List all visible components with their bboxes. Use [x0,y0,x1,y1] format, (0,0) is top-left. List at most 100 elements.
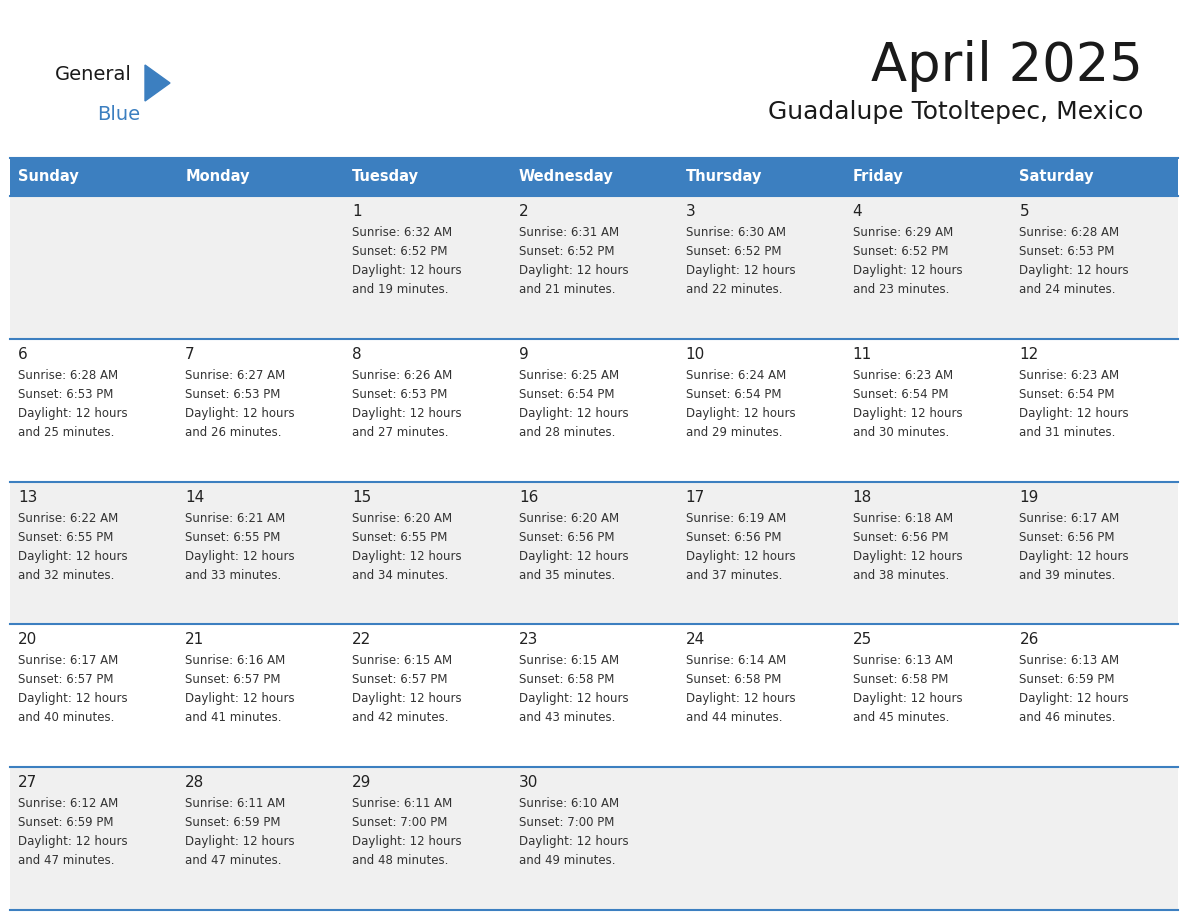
Text: Sunrise: 6:14 AM: Sunrise: 6:14 AM [685,655,786,667]
Text: Sunset: 6:53 PM: Sunset: 6:53 PM [18,387,114,401]
Text: 23: 23 [519,633,538,647]
Text: Daylight: 12 hours: Daylight: 12 hours [853,550,962,563]
Text: 5: 5 [1019,204,1029,219]
Text: and 43 minutes.: and 43 minutes. [519,711,615,724]
Text: General: General [55,65,132,84]
Text: Sunrise: 6:29 AM: Sunrise: 6:29 AM [853,226,953,239]
Text: Sunrise: 6:32 AM: Sunrise: 6:32 AM [352,226,453,239]
Text: Sunrise: 6:18 AM: Sunrise: 6:18 AM [853,511,953,524]
Text: Sunset: 6:54 PM: Sunset: 6:54 PM [685,387,782,401]
Text: Sunset: 6:59 PM: Sunset: 6:59 PM [1019,674,1116,687]
Text: and 42 minutes.: and 42 minutes. [352,711,449,724]
Text: 19: 19 [1019,489,1038,505]
Text: Sunset: 6:56 PM: Sunset: 6:56 PM [1019,531,1116,543]
Text: Sunset: 6:58 PM: Sunset: 6:58 PM [853,674,948,687]
Text: Sunset: 6:56 PM: Sunset: 6:56 PM [685,531,782,543]
Text: Sunset: 6:52 PM: Sunset: 6:52 PM [519,245,614,258]
Text: and 34 minutes.: and 34 minutes. [352,568,448,582]
Text: Sunset: 6:53 PM: Sunset: 6:53 PM [185,387,280,401]
Text: 18: 18 [853,489,872,505]
Text: Daylight: 12 hours: Daylight: 12 hours [519,264,628,277]
Text: Daylight: 12 hours: Daylight: 12 hours [853,692,962,705]
Text: and 47 minutes.: and 47 minutes. [18,855,115,868]
Text: 17: 17 [685,489,704,505]
Text: and 23 minutes.: and 23 minutes. [853,283,949,296]
Text: Sunday: Sunday [18,170,80,185]
Text: Daylight: 12 hours: Daylight: 12 hours [1019,550,1129,563]
Text: Sunset: 6:54 PM: Sunset: 6:54 PM [853,387,948,401]
Text: Tuesday: Tuesday [352,170,419,185]
Text: Daylight: 12 hours: Daylight: 12 hours [352,550,462,563]
Text: Sunset: 6:59 PM: Sunset: 6:59 PM [185,816,280,829]
Bar [10,196,1178,339]
Text: 2: 2 [519,204,529,219]
Text: and 49 minutes.: and 49 minutes. [519,855,615,868]
Text: Sunrise: 6:11 AM: Sunrise: 6:11 AM [352,797,453,811]
Text: Thursday: Thursday [685,170,763,185]
Text: and 39 minutes.: and 39 minutes. [1019,568,1116,582]
Text: Sunrise: 6:20 AM: Sunrise: 6:20 AM [519,511,619,524]
Text: 9: 9 [519,347,529,362]
Text: 13: 13 [18,489,38,505]
Text: Sunrise: 6:24 AM: Sunrise: 6:24 AM [685,369,786,382]
Text: Daylight: 12 hours: Daylight: 12 hours [685,692,796,705]
Text: Daylight: 12 hours: Daylight: 12 hours [685,550,796,563]
Bar [677,158,845,196]
Text: Daylight: 12 hours: Daylight: 12 hours [519,692,628,705]
Text: and 40 minutes.: and 40 minutes. [18,711,115,724]
Text: and 30 minutes.: and 30 minutes. [853,426,949,439]
Text: Sunrise: 6:23 AM: Sunrise: 6:23 AM [1019,369,1119,382]
Text: and 32 minutes.: and 32 minutes. [18,568,115,582]
Text: Monday: Monday [185,170,249,185]
Text: 24: 24 [685,633,704,647]
Text: Sunset: 7:00 PM: Sunset: 7:00 PM [352,816,448,829]
Text: and 19 minutes.: and 19 minutes. [352,283,449,296]
Text: Sunrise: 6:26 AM: Sunrise: 6:26 AM [352,369,453,382]
Text: Daylight: 12 hours: Daylight: 12 hours [685,407,796,420]
Text: Daylight: 12 hours: Daylight: 12 hours [1019,264,1129,277]
Text: Blue: Blue [97,105,140,124]
Text: and 28 minutes.: and 28 minutes. [519,426,615,439]
Text: and 44 minutes.: and 44 minutes. [685,711,782,724]
Text: Sunrise: 6:11 AM: Sunrise: 6:11 AM [185,797,285,811]
Text: Sunset: 6:58 PM: Sunset: 6:58 PM [519,674,614,687]
Text: Daylight: 12 hours: Daylight: 12 hours [185,550,295,563]
Text: Saturday: Saturday [1019,170,1094,185]
Text: Sunset: 6:57 PM: Sunset: 6:57 PM [352,674,448,687]
Text: Sunset: 6:57 PM: Sunset: 6:57 PM [185,674,280,687]
Text: Sunset: 6:52 PM: Sunset: 6:52 PM [352,245,448,258]
Text: and 31 minutes.: and 31 minutes. [1019,426,1116,439]
Text: Sunrise: 6:15 AM: Sunrise: 6:15 AM [519,655,619,667]
Text: Daylight: 12 hours: Daylight: 12 hours [18,692,128,705]
Text: Sunrise: 6:13 AM: Sunrise: 6:13 AM [853,655,953,667]
Text: Sunset: 6:52 PM: Sunset: 6:52 PM [685,245,782,258]
Text: Sunrise: 6:17 AM: Sunrise: 6:17 AM [1019,511,1120,524]
Text: and 26 minutes.: and 26 minutes. [185,426,282,439]
Bar [10,158,177,196]
Text: and 38 minutes.: and 38 minutes. [853,568,949,582]
Text: 29: 29 [352,775,372,790]
Text: 26: 26 [1019,633,1038,647]
Text: Daylight: 12 hours: Daylight: 12 hours [18,550,128,563]
Text: 14: 14 [185,489,204,505]
Text: Sunset: 6:55 PM: Sunset: 6:55 PM [18,531,114,543]
Text: 28: 28 [185,775,204,790]
Polygon shape [145,65,170,101]
Text: 30: 30 [519,775,538,790]
Text: Sunset: 6:56 PM: Sunset: 6:56 PM [853,531,948,543]
Text: and 33 minutes.: and 33 minutes. [185,568,282,582]
Text: and 29 minutes.: and 29 minutes. [685,426,782,439]
Text: Sunrise: 6:16 AM: Sunrise: 6:16 AM [185,655,285,667]
Text: Sunrise: 6:21 AM: Sunrise: 6:21 AM [185,511,285,524]
Text: Daylight: 12 hours: Daylight: 12 hours [352,407,462,420]
Text: Sunrise: 6:23 AM: Sunrise: 6:23 AM [853,369,953,382]
Text: Daylight: 12 hours: Daylight: 12 hours [352,835,462,848]
Text: Daylight: 12 hours: Daylight: 12 hours [1019,692,1129,705]
Text: and 47 minutes.: and 47 minutes. [185,855,282,868]
Text: Friday: Friday [853,170,903,185]
Bar [511,158,677,196]
Text: Sunrise: 6:25 AM: Sunrise: 6:25 AM [519,369,619,382]
Text: Daylight: 12 hours: Daylight: 12 hours [352,264,462,277]
Text: Sunrise: 6:12 AM: Sunrise: 6:12 AM [18,797,119,811]
Text: Sunset: 6:59 PM: Sunset: 6:59 PM [18,816,114,829]
